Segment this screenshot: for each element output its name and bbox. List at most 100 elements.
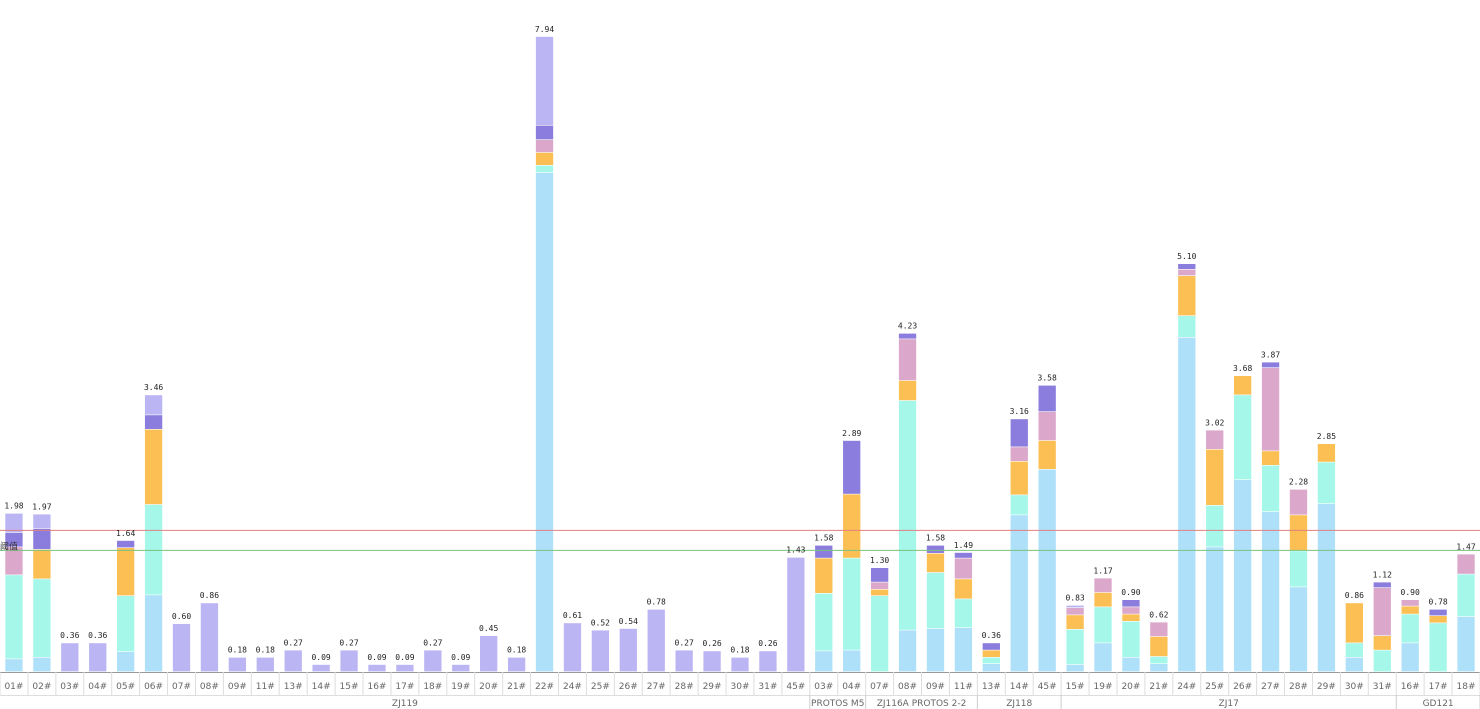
x-tick-label: 24# [563, 682, 582, 692]
value-label: 1.17 [1093, 566, 1112, 575]
value-label: 3.46 [144, 383, 163, 392]
value-label: 0.18 [228, 646, 247, 655]
bar-segment [33, 657, 51, 672]
value-label: 5.10 [1177, 252, 1196, 261]
bar-segment [1122, 614, 1140, 621]
bar-segment [1261, 512, 1280, 672]
bar-segment [1150, 664, 1168, 672]
bar-segment [1066, 608, 1084, 615]
value-label: 0.36 [88, 631, 107, 640]
x-tick-label: 18# [423, 682, 442, 692]
value-label: 0.18 [507, 646, 526, 655]
x-tick-label: 11# [256, 682, 275, 692]
x-tick-label: 01# [4, 682, 23, 692]
x-tick-label: 17# [395, 682, 414, 692]
bar-segment [33, 528, 51, 549]
bar-segment [954, 599, 973, 628]
x-tick-label: 14# [1010, 682, 1029, 692]
bar-segment [1289, 587, 1308, 672]
bar-segment [1178, 316, 1196, 337]
value-label: 7.94 [535, 25, 554, 34]
bar-segment [1317, 462, 1336, 504]
x-tick-label: 31# [758, 682, 777, 692]
value-label: 0.86 [1345, 591, 1364, 600]
bar-segment [1206, 547, 1224, 672]
value-label: 0.78 [1428, 598, 1447, 607]
bar-segment [5, 659, 23, 672]
bar-segment [843, 650, 861, 672]
bar-segment [1122, 657, 1140, 672]
bar-segment [1345, 657, 1363, 672]
group-label: ZJ116A PROTOS 2-2 [877, 699, 967, 709]
value-label: 1.58 [814, 534, 833, 543]
group-label: GD121 [1423, 699, 1454, 709]
bar-segment [843, 440, 861, 494]
x-tick-label: 09# [926, 682, 945, 692]
value-label: 0.52 [591, 618, 610, 627]
value-label: 0.62 [1149, 610, 1168, 619]
bar-segment [1401, 643, 1419, 672]
value-label: 1.64 [116, 529, 135, 538]
bar-segment [117, 540, 135, 548]
bar-segment [144, 595, 163, 672]
bar-segment [982, 657, 1000, 664]
bar-segment [870, 596, 889, 672]
value-label: 1.30 [870, 556, 889, 565]
bar-segment [954, 628, 973, 672]
x-tick-label: 26# [1233, 682, 1252, 692]
x-tick-label: 26# [619, 682, 638, 692]
bar-segment [647, 609, 665, 672]
bar-segment [1373, 582, 1391, 588]
bar-segment [1178, 337, 1196, 672]
bar-segment [117, 652, 135, 672]
x-tick-label: 08# [200, 682, 219, 692]
bar-segment [312, 664, 330, 672]
value-label: 0.27 [423, 638, 442, 647]
bar-segment [815, 545, 833, 558]
x-tick-label: 21# [507, 682, 526, 692]
bar-segment [1317, 444, 1336, 462]
value-label: 1.12 [1373, 570, 1392, 579]
bar-segment [982, 643, 1000, 650]
bar-segment [507, 657, 526, 672]
bar-segment [480, 636, 498, 672]
bar-segment [1094, 643, 1112, 672]
bar-segment [535, 165, 554, 173]
value-label: 3.87 [1261, 350, 1280, 359]
bar-segment [61, 643, 79, 672]
bar-segment [1233, 376, 1252, 395]
bar-segment [898, 339, 917, 381]
value-label: 0.27 [675, 638, 694, 647]
x-tick-label: 07# [172, 682, 191, 692]
x-tick-label: 03# [60, 682, 79, 692]
bar-segment [1373, 650, 1391, 672]
x-tick-label: 29# [703, 682, 722, 692]
value-label: 0.09 [451, 653, 470, 662]
x-tick-label: 45# [786, 682, 805, 692]
bar-segment [172, 624, 191, 672]
value-label: 0.09 [395, 653, 414, 662]
x-tick-label: 19# [451, 682, 470, 692]
bar-segment [424, 650, 442, 672]
bar-segment [228, 657, 247, 672]
bar-segment [1010, 419, 1028, 447]
bar-segment [144, 429, 163, 505]
value-label: 0.18 [730, 646, 749, 655]
bar-segment [1094, 592, 1112, 607]
bar-segment [1094, 607, 1112, 643]
value-label: 0.18 [256, 646, 275, 655]
bar-segment [535, 140, 554, 153]
bar-segment [1206, 449, 1224, 505]
bar-segment [33, 579, 51, 657]
value-label: 0.90 [1401, 588, 1420, 597]
bar-segment [926, 553, 945, 573]
bar-segment [1010, 515, 1028, 672]
x-tick-label: 16# [367, 682, 386, 692]
value-label: 2.85 [1317, 432, 1336, 441]
bar-segment [144, 395, 163, 415]
bar-segment [870, 568, 889, 582]
bar-segment [284, 650, 302, 672]
x-tick-label: 24# [1177, 682, 1196, 692]
bar-segment [954, 552, 973, 558]
bar-segment [898, 630, 917, 672]
